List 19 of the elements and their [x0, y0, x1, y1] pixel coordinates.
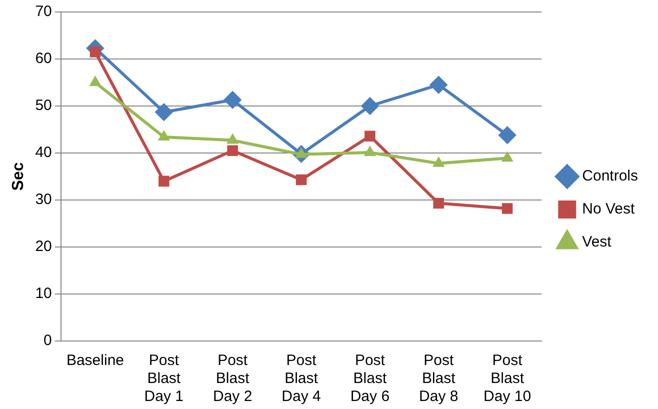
legend-label: No Vest — [582, 200, 636, 218]
x-tick-label: Post Blast Day 8 — [419, 352, 458, 406]
y-tick-label: 50 — [35, 97, 52, 114]
y-tick-label: 30 — [35, 191, 52, 208]
legend-label: Vest — [582, 234, 612, 251]
y-tick-label: 0 — [44, 332, 52, 350]
x-tick-label: Baseline — [66, 352, 124, 370]
legend-label: Controls — [582, 168, 638, 185]
y-tick-label: 60 — [35, 50, 52, 68]
y-tick-label: 10 — [35, 285, 52, 302]
y-tick-label: 40 — [35, 144, 52, 162]
x-tick-label: Post Blast Day 6 — [350, 352, 390, 406]
y-tick-label: 20 — [35, 238, 52, 256]
x-tick-label: Post Blast Day 10 — [484, 352, 532, 406]
x-tick-label: Post Blast Day 1 — [144, 352, 184, 406]
x-tick-label: Post Blast Day 2 — [212, 352, 252, 406]
y-axis-title: Sec — [10, 162, 28, 191]
x-tick-label: Post Blast Day 4 — [282, 352, 321, 406]
y-tick-label: 70 — [35, 3, 52, 20]
